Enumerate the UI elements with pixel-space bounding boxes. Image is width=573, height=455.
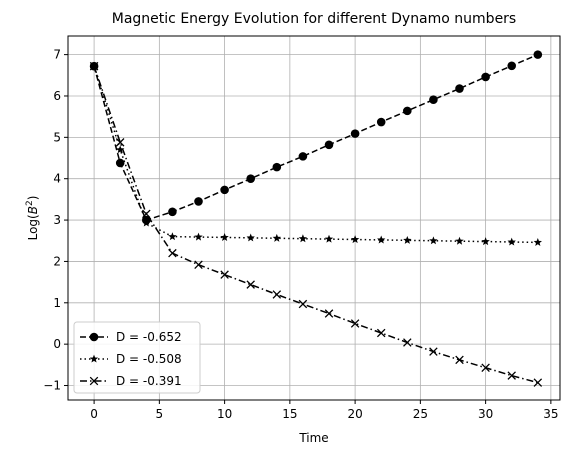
data-point [533, 238, 542, 246]
series-3 [89, 61, 543, 387]
x-tick-label: 30 [478, 407, 493, 421]
data-point [350, 235, 360, 244]
data-point [246, 280, 255, 289]
data-point [194, 197, 203, 206]
data-point [429, 236, 438, 245]
data-point [350, 129, 360, 138]
data-point [115, 158, 125, 168]
data-point [481, 237, 490, 246]
data-point [220, 233, 229, 241]
data-point [403, 106, 412, 116]
y-tick-label: 1 [53, 296, 61, 310]
data-point [272, 233, 281, 242]
data-point [507, 237, 516, 246]
x-tick-label: 35 [543, 407, 558, 421]
data-point [507, 61, 517, 71]
y-axis-label-end: ) [26, 196, 40, 201]
series-2 [89, 61, 542, 246]
data-point [324, 234, 334, 243]
axis-ticks: 0 5 10 15 20 25 30 35 −1 0 1 2 3 4 5 6 7 [43, 48, 558, 421]
legend-label: D = -0.652 [116, 330, 182, 344]
data-point [142, 209, 151, 219]
data-point [507, 371, 516, 380]
data-point [376, 328, 386, 338]
data-point [481, 72, 490, 82]
y-axis-label-sup: 2 [25, 200, 35, 206]
legend-box [73, 321, 201, 394]
x-tick-label: 15 [282, 407, 297, 421]
data-point [324, 309, 334, 318]
x-tick-label: 25 [413, 407, 428, 421]
data-point [429, 347, 438, 356]
data-point [220, 185, 229, 195]
data-point [455, 236, 464, 245]
data-point [168, 232, 177, 241]
data-point [533, 378, 543, 387]
x-axis-label: Time [298, 431, 328, 445]
legend-entry: D = -0.391 [80, 374, 182, 388]
y-tick-label: −1 [43, 379, 61, 393]
data-point [376, 117, 386, 127]
legend-label: D = -0.508 [116, 352, 182, 366]
data-point [429, 95, 438, 104]
x-tick-label: 20 [347, 407, 362, 421]
legend-marker [89, 376, 99, 386]
x-tick-label: 10 [217, 407, 232, 421]
legend-marker [89, 354, 99, 363]
data-point [168, 248, 177, 258]
data-point [377, 235, 386, 244]
data-point [403, 338, 412, 347]
data-point [272, 162, 282, 172]
data-point [246, 174, 256, 184]
y-tick-label: 7 [53, 48, 61, 62]
y-tick-label: 4 [53, 172, 61, 186]
data-point [246, 233, 255, 242]
data-point [194, 260, 203, 270]
y-tick-label: 3 [53, 213, 61, 227]
plot-frame [67, 35, 561, 401]
data-point [533, 50, 543, 59]
y-tick-label: 5 [53, 130, 61, 144]
x-tick-label: 5 [156, 407, 164, 421]
y-axis-label-main: Log( [26, 214, 40, 240]
data-point [481, 363, 490, 372]
data-point [298, 299, 308, 309]
legend-entry: D = -0.508 [80, 352, 182, 366]
data-point [220, 270, 229, 279]
series-line [93, 53, 539, 221]
data-point [298, 234, 308, 243]
data-point [455, 355, 464, 365]
legend: D = -0.652 D = -0.508 D = -0.391 [73, 321, 201, 394]
data-point [298, 152, 308, 161]
data-point [455, 84, 464, 93]
series-line [93, 65, 538, 244]
chart-title: Magnetic Energy Evolution for different … [112, 11, 516, 27]
legend-entry: D = -0.652 [80, 330, 182, 344]
y-tick-label: 0 [53, 337, 61, 351]
data-point [142, 218, 151, 227]
data-point [116, 145, 125, 154]
grid-lines [68, 36, 560, 400]
y-axis-label-var: B [26, 206, 40, 214]
series-layer [89, 50, 543, 387]
data-point [194, 232, 203, 241]
data-point [350, 319, 360, 328]
data-point [272, 290, 282, 299]
data-point [324, 140, 334, 150]
x-tick-label: 0 [90, 407, 98, 421]
y-tick-label: 6 [53, 89, 61, 103]
legend-label: D = -0.391 [116, 374, 182, 388]
data-point [115, 138, 125, 147]
data-point [168, 207, 177, 217]
data-point [403, 235, 412, 244]
data-point [89, 61, 99, 71]
y-tick-label: 2 [53, 254, 61, 268]
legend-marker [89, 332, 99, 342]
y-axis-label: Log(B2) [25, 196, 40, 241]
